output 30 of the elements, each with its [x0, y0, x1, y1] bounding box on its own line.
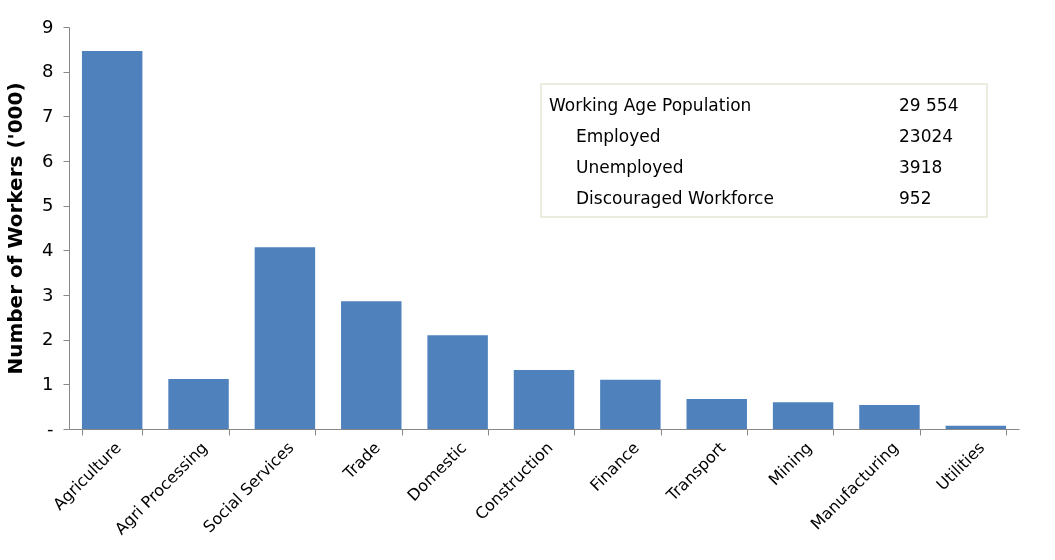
y-tick-label: 1 [42, 372, 54, 394]
bar [81, 51, 143, 429]
bar [513, 370, 575, 429]
y-tick-label: 3 [42, 283, 54, 305]
bar [945, 425, 1007, 429]
bar [859, 404, 920, 429]
y-tick-label: 7 [42, 104, 54, 126]
annotation: 23024 [899, 126, 954, 146]
y-tick-label: 6 [42, 149, 54, 171]
bar [341, 301, 402, 429]
y-tick-label: 2 [42, 328, 54, 350]
bar [772, 402, 834, 429]
annotation: 29 554 [899, 95, 959, 115]
annotation: Unemployed [576, 157, 684, 177]
annotation: 952 [899, 188, 932, 208]
bar [686, 399, 747, 429]
annotation: Employed [576, 126, 661, 146]
bar [254, 247, 316, 429]
y-axis-title: Number of Workers ('000) [3, 82, 28, 375]
bar [168, 378, 229, 429]
y-tick-label: 9 [42, 15, 54, 37]
bar [427, 335, 488, 429]
annotation: Discouraged Workforce [576, 188, 774, 208]
bar [600, 379, 661, 429]
y-tick-label: 5 [42, 194, 54, 216]
y-tick-label: - [47, 417, 54, 439]
annotation: Working Age Population [549, 95, 752, 115]
y-tick-label: 8 [42, 60, 54, 82]
annotation: 3918 [899, 157, 943, 177]
y-tick-label: 4 [42, 238, 54, 260]
